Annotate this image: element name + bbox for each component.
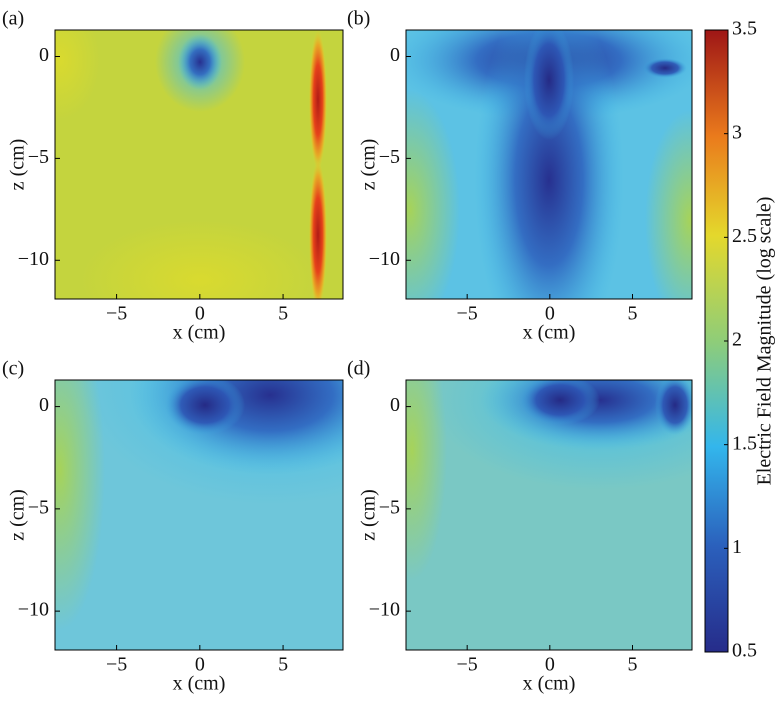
- field-d: [406, 380, 692, 650]
- field-b: [406, 30, 692, 299]
- panel-label: (a): [2, 8, 24, 30]
- x-axis-label: x (cm): [173, 673, 226, 695]
- x-axis-label: x (cm): [523, 673, 576, 695]
- x-tick-label: 5: [278, 303, 288, 325]
- axes-box: [405, 29, 693, 300]
- field-c: [55, 380, 343, 650]
- axes-box: [54, 379, 344, 651]
- y-tick-label: −10: [18, 599, 49, 621]
- y-axis-label: z (cm): [358, 139, 380, 191]
- panel-label: (d): [347, 358, 370, 380]
- y-tick-label: −5: [379, 146, 400, 168]
- x-tick-label: 0: [545, 303, 555, 325]
- axes-box: [405, 379, 693, 651]
- x-tick-label: −5: [457, 654, 478, 676]
- y-tick-label: 0: [390, 44, 400, 66]
- y-axis-label: z (cm): [7, 139, 29, 191]
- colorbar-tick-label: 3.5: [732, 18, 757, 40]
- y-tick-label: 0: [39, 394, 49, 416]
- x-tick-label: −5: [106, 654, 127, 676]
- x-tick-label: 0: [195, 303, 205, 325]
- colorbar-ramp: [705, 30, 728, 652]
- y-tick-label: −10: [369, 599, 400, 621]
- x-tick-label: −5: [106, 303, 127, 325]
- colorbar-tick-label: 1.5: [732, 432, 757, 454]
- y-tick-label: −5: [28, 496, 49, 518]
- y-tick-label: 0: [390, 394, 400, 416]
- x-tick-label: 5: [278, 654, 288, 676]
- y-tick-label: −5: [28, 146, 49, 168]
- field-a: [55, 30, 343, 299]
- x-tick-label: 5: [627, 654, 637, 676]
- colorbar-tick-label: 2.5: [732, 225, 757, 247]
- colorbar-tick-label: 0.5: [732, 640, 757, 662]
- panel-label: (b): [347, 8, 370, 30]
- x-tick-label: 5: [627, 303, 637, 325]
- panel-label: (c): [2, 358, 24, 380]
- y-tick-label: −5: [379, 496, 400, 518]
- x-axis-label: x (cm): [173, 322, 226, 344]
- y-tick-label: 0: [39, 44, 49, 66]
- x-axis-label: x (cm): [523, 322, 576, 344]
- x-tick-label: 0: [195, 654, 205, 676]
- y-tick-label: −10: [18, 248, 49, 270]
- x-tick-label: −5: [457, 303, 478, 325]
- colorbar-tick-label: 2: [732, 329, 742, 351]
- y-axis-label: z (cm): [7, 489, 29, 541]
- colorbar-tick-label: 3: [732, 121, 742, 143]
- y-tick-label: −10: [369, 248, 400, 270]
- x-tick-label: 0: [545, 654, 555, 676]
- colorbar-tick-label: 1: [732, 536, 742, 558]
- axes-box: [54, 29, 344, 300]
- colorbar-label: Electric Field Magnitude (log scale): [754, 197, 776, 486]
- y-axis-label: z (cm): [358, 489, 380, 541]
